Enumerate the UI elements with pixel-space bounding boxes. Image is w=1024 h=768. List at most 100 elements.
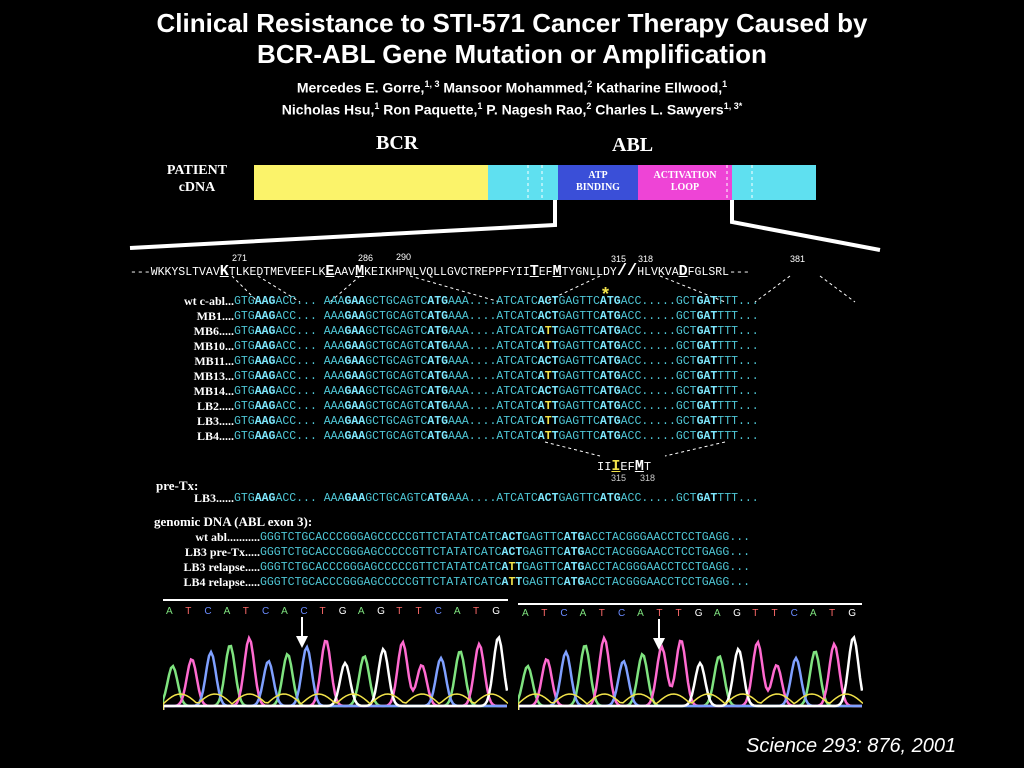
seq-part: .ATCATC xyxy=(489,492,538,505)
chromatogram-base: C xyxy=(434,606,442,617)
abl-segment-1 xyxy=(488,165,558,200)
sequence-text: GTGAAGACC... AAAGAAGCTGCAGTCATGAAA....AT… xyxy=(234,384,759,399)
chromatogram-base: A xyxy=(637,608,644,619)
seq-part xyxy=(317,370,324,383)
seq-part: ACC... xyxy=(275,385,317,398)
codon-315: ATT xyxy=(502,561,523,574)
row-label: wt abl........... xyxy=(195,530,260,544)
chromatogram-base: T xyxy=(829,608,836,619)
genomic-alignment: wt abl........... GGGTCTGCACCCGGGAGCCCCCG… xyxy=(150,530,751,590)
genomic-row: LB4 relapse..... GGGTCTGCACCCGGGAGCCCCCGT… xyxy=(150,575,751,590)
highlight-codon: GAA xyxy=(344,355,366,368)
seq-part: GTG xyxy=(234,430,255,443)
sequence-row: MB11... GTGAAGACC... AAAGAAGCTGCAGTCATGAA… xyxy=(150,354,758,369)
seq-part: ACC..... xyxy=(620,430,676,443)
chromatogram-base: T xyxy=(185,606,192,617)
chromatogram-base: T xyxy=(598,608,605,619)
chromatogram-base: A xyxy=(713,608,721,619)
author-affiliation: 1, 3 xyxy=(424,79,440,89)
seq-part: GAGTTC xyxy=(558,370,600,383)
chromatogram-left xyxy=(163,634,508,710)
sequence-row: MB1.... GTGAAGACC... AAAGAAGCTGCAGTCATGAA… xyxy=(150,309,759,324)
chromatogram-base: G xyxy=(377,606,385,617)
author-name: Nicholas Hsu, xyxy=(281,101,375,118)
highlight-codon: AAG xyxy=(254,340,276,353)
seq-part: AAA... xyxy=(448,430,490,443)
seq-part xyxy=(317,385,324,398)
residue-i315: I xyxy=(611,458,621,475)
highlight-codon: ATG xyxy=(599,400,621,413)
genomic-row: wt abl........... GGGTCTGCACCCGGGAGCCCCCG… xyxy=(150,530,750,545)
seq-part: GTG xyxy=(234,295,255,308)
highlight-codon: ATG xyxy=(599,310,621,323)
base: T xyxy=(515,576,523,589)
title-line-1: Clinical Resistance to STI-571 Cancer Th… xyxy=(156,8,868,38)
chromatogram-base: T xyxy=(242,606,249,617)
seq-part: GAGTTC xyxy=(558,295,600,308)
seq-part: GCT xyxy=(675,355,697,368)
chromatogram-base: A xyxy=(357,606,365,617)
highlight-codon: GAT xyxy=(696,355,718,368)
seq-part: GCTGCAGTC xyxy=(365,310,428,323)
chromatogram-base: C xyxy=(261,606,270,617)
base: A xyxy=(537,370,545,383)
seq-part: AAA xyxy=(323,295,345,308)
seq-part: AAA... xyxy=(448,325,490,338)
sequence-row: MB10... GTGAAGACC... AAAGAAGCTGCAGTCATGAA… xyxy=(150,339,759,354)
chromatogram-base: T xyxy=(415,606,422,617)
residue-m318-mutant: M xyxy=(634,458,644,475)
highlight-codon: GAA xyxy=(344,430,366,443)
highlight-codon: ATG xyxy=(427,310,449,323)
seq-part: GTG xyxy=(234,492,255,505)
atp-binding-domain: ATP BINDING xyxy=(558,165,638,200)
seq-part: AAA xyxy=(323,400,345,413)
seq-part: AAA... xyxy=(448,370,490,383)
seq-part: FGLSRL--- xyxy=(687,266,750,279)
residue-318: 318 xyxy=(638,254,654,264)
seq-part: GCTGCAGTC xyxy=(365,415,428,428)
authors-line-1: Mercedes E. Gorre,1, 3 Mansoor Mohammed,… xyxy=(0,74,1024,98)
seq-part: GCTGCAGTC xyxy=(365,430,428,443)
mutant-num-318: 318 xyxy=(640,473,656,483)
mutation-asterisk: * xyxy=(602,284,610,304)
seq-part: ACC..... xyxy=(620,370,676,383)
chromatogram-base: T xyxy=(752,608,759,619)
row-label: LB3 relapse..... xyxy=(183,560,260,574)
base: T xyxy=(551,430,559,443)
seq-part: TTT... xyxy=(717,295,759,308)
seq-part: GCTGCAGTC xyxy=(365,355,428,368)
author-affiliation: 1, 3* xyxy=(723,101,743,111)
seq-part: GCT xyxy=(675,385,697,398)
trace-background xyxy=(163,693,508,710)
seq-part: GAGTTC xyxy=(522,561,564,574)
sequence-row: MB13... GTGAAGACC... AAAGAAGCTGCAGTCATGAA… xyxy=(150,369,759,384)
atp-text: ATP xyxy=(588,170,608,181)
seq-part: GCTGCAGTC xyxy=(365,370,428,383)
cdna-label: cDNA xyxy=(178,180,216,195)
highlight-codon: GAT xyxy=(696,370,718,383)
chromatogram-base: G xyxy=(694,608,703,619)
highlight-codon: ATG xyxy=(599,415,621,428)
seq-part: .ATCATC xyxy=(489,310,538,323)
seq-part: ACC... xyxy=(275,400,317,413)
seq-part: TTT... xyxy=(717,325,759,338)
chromatogram-base: A xyxy=(281,606,288,617)
trace-background xyxy=(518,693,863,710)
chromatogram-base: T xyxy=(319,606,326,617)
seq-part: GAGTTC xyxy=(558,430,600,443)
seq-part: GAGTTC xyxy=(558,340,600,353)
seq-part: ACCTACGGGAACCTCCTGAGG... xyxy=(584,531,751,544)
highlight-codon: ATG xyxy=(427,385,449,398)
highlight-codon: ACT xyxy=(537,295,559,308)
seq-part xyxy=(317,400,324,413)
genomic-row: LB3 relapse..... GGGTCTGCACCCGGGAGCCCCCGT… xyxy=(150,560,751,575)
seq-part: ACCTACGGGAACCTCCTGAGG... xyxy=(584,576,751,589)
chromatogram-base: G xyxy=(492,606,500,617)
highlight-codon: AAG xyxy=(254,370,276,383)
chromatogram-base: T xyxy=(771,608,778,619)
seq-part: AAA... xyxy=(448,355,490,368)
highlight-codon: ATG xyxy=(599,340,621,353)
base: A xyxy=(537,400,545,413)
highlight-codon: ACT xyxy=(537,492,559,505)
row-label: LB4 relapse..... xyxy=(183,575,260,589)
